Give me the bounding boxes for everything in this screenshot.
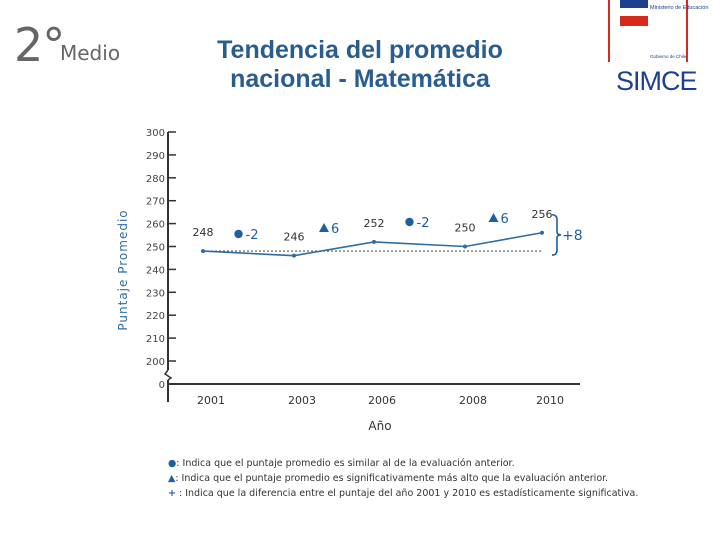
legend-text: : Indica que el puntaje promedio es sign… (175, 473, 609, 484)
change-circle-icon (234, 229, 243, 239)
y-tick-label: 240 (146, 265, 165, 276)
x-tick-label: 2010 (536, 394, 564, 407)
grade-word: Medio (60, 41, 121, 65)
legend-text: : Indica que el puntaje promedio es simi… (176, 458, 515, 469)
triangle-icon: ▲ (168, 473, 176, 484)
flag-blue (620, 0, 648, 8)
x-tick-label: 2008 (459, 394, 487, 407)
y-tick-label: 260 (146, 220, 165, 231)
x-tick-label: 2001 (197, 394, 225, 407)
change-label: 6 (331, 222, 339, 237)
logos: Ministerio de Educación Gobierno de Chil… (600, 0, 720, 110)
y-tick-label: 0 (159, 380, 165, 391)
legend-item-higher: ▲: Indica que el puntaje promedio es sig… (168, 471, 638, 486)
change-label: -2 (417, 216, 430, 231)
legend-item-similar: ●: Indica que el puntaje promedio es sim… (168, 456, 638, 471)
title-line-1: Tendencia del promedio (217, 36, 503, 64)
total-change-bracket (551, 213, 562, 256)
axes: 0 200 210 220 230 240 250 260 270 280 290 300 2001 20… (146, 128, 580, 407)
plus-icon: + (168, 488, 176, 499)
x-tick-label: 2003 (288, 394, 316, 407)
logo-line-right (686, 0, 688, 62)
y-tick-label: 270 (146, 197, 165, 208)
data-point (540, 230, 544, 235)
y-tick-label: 280 (146, 174, 165, 185)
grade-label: 2° Medio (14, 18, 120, 72)
change-label: 6 (501, 212, 509, 227)
page-title: Tendencia del promedio nacional - Matemá… (160, 36, 560, 94)
legend-text: : Indica que la diferencia entre el punt… (175, 488, 639, 499)
data-label: 252 (364, 217, 385, 230)
y-tick-label: 230 (146, 288, 165, 299)
legend-item-significant: + : Indica que la diferencia entre el pu… (168, 486, 638, 501)
grade-number: 2° (14, 18, 65, 72)
flag-white (620, 8, 648, 16)
line-chart: Puntaje Promedio Año 0 200 210 220 230 240 250… (116, 128, 583, 433)
change-triangle-icon (488, 213, 499, 222)
y-tick-label: 300 (146, 128, 165, 139)
ministry-text: Ministerio de Educación (650, 5, 708, 11)
government-text: Gobierno de Chile (650, 54, 687, 59)
simce-logo-text: SIMCE (616, 66, 698, 96)
data-label: 250 (455, 222, 476, 235)
data-label: 246 (284, 231, 305, 244)
x-tick-label: 2006 (368, 394, 396, 407)
data-point (292, 253, 296, 258)
title-line-2: nacional - Matemática (230, 65, 490, 93)
ministry-logo: Ministerio de Educación Gobierno de Chil… (608, 0, 708, 62)
data-label: 248 (193, 226, 214, 239)
data-label: 256 (532, 208, 553, 221)
y-tick-label: 250 (146, 243, 165, 254)
axis-break (163, 369, 173, 381)
y-tick-label: 290 (146, 151, 165, 162)
logo-line-left (608, 0, 610, 62)
y-tick-label: 220 (146, 311, 165, 322)
legend: ●: Indica que el puntaje promedio es sim… (168, 456, 638, 501)
x-axis-label: Año (368, 419, 391, 433)
flag-red (620, 16, 648, 26)
y-tick-label: 210 (146, 334, 165, 345)
series-marks: 248 246 252 250 256 -2 6 -2 6 +8 (193, 208, 583, 258)
y-tick-label: 200 (146, 357, 165, 368)
data-point (372, 239, 376, 244)
total-change-label: +8 (562, 228, 583, 244)
change-circle-icon (405, 217, 414, 227)
change-triangle-icon (319, 223, 329, 232)
circle-icon: ● (168, 458, 177, 469)
data-point (201, 249, 205, 254)
change-label: -2 (246, 228, 259, 243)
y-axis-label: Puntaje Promedio (116, 209, 130, 330)
data-point (463, 244, 467, 249)
